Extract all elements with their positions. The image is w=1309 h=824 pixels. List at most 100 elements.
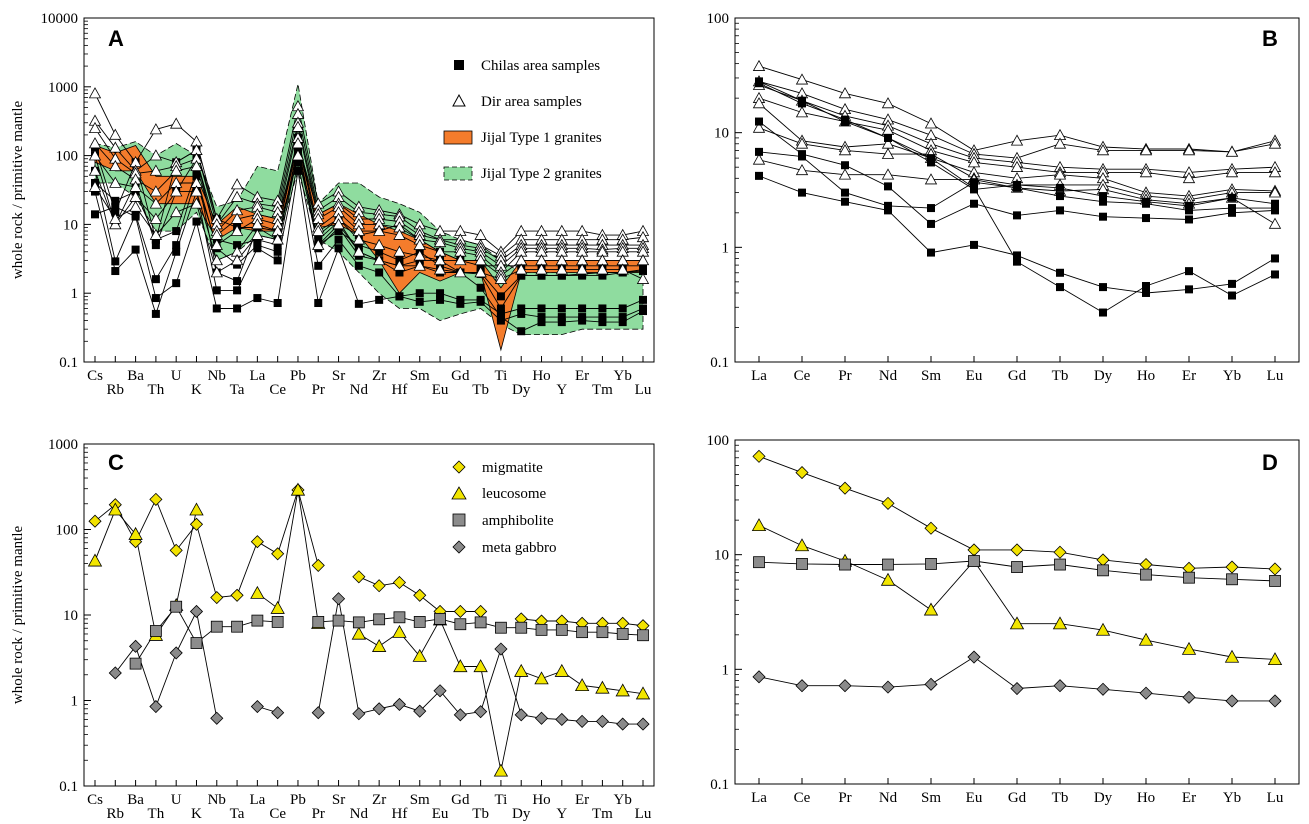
x-tick-label: K (191, 382, 202, 398)
data-point-amphibolite (373, 613, 386, 626)
x-tick-label: Nd (879, 790, 898, 806)
data-point-chilas-9 (1185, 206, 1194, 215)
data-point-dir-0 (838, 87, 852, 99)
data-point-chilas-2 (151, 275, 160, 284)
x-tick-label: Ti (495, 368, 508, 384)
data-point-chilas-5 (476, 283, 485, 292)
data-point-amphibolite (129, 657, 142, 670)
x-tick-label: Pr (312, 806, 325, 822)
x-tick-label: Y (556, 382, 567, 398)
x-tick-label: Sr (332, 368, 345, 384)
data-point-dir-6 (924, 173, 938, 185)
x-tick-label: Eu (966, 790, 983, 806)
data-point-amphibolite (474, 616, 487, 629)
data-point-chilas-11 (755, 79, 764, 88)
data-point-migmatite (616, 616, 630, 630)
x-tick-label: Th (148, 382, 165, 398)
x-tick-label: Sr (332, 792, 345, 808)
legend-label-meta-gabbro: meta gabbro (482, 540, 557, 556)
y-tick-label: 1000 (48, 80, 78, 96)
data-point-dir-6 (881, 168, 895, 180)
data-point-amphibolite (352, 616, 365, 629)
x-tick-label: Ce (269, 382, 286, 398)
y-tick-label: 100 (707, 11, 730, 27)
data-point-chilas-3 (578, 304, 587, 313)
x-tick-label: La (751, 368, 767, 384)
data-point-amphibolite (1054, 558, 1066, 571)
data-point-meta-gabbro (169, 646, 183, 660)
data-point-leucosome (615, 683, 630, 697)
legend-label-leucosome: leucosome (482, 486, 546, 502)
data-point-dir-0 (924, 117, 938, 129)
data-point-leucosome (1224, 649, 1240, 663)
data-point-chilas-4 (334, 244, 343, 253)
data-point-chilas-11 (841, 115, 850, 124)
data-point-dir-12 (190, 197, 203, 209)
data-point-dir-9 (190, 159, 203, 172)
data-point-chilas-11 (1099, 308, 1108, 317)
data-point-dir-12 (575, 263, 589, 275)
data-point-chilas-5 (233, 277, 242, 286)
data-point-dir-5 (881, 147, 895, 159)
panel-b-letter: B (1262, 26, 1278, 51)
data-point-chilas-9 (1142, 199, 1151, 208)
data-point-migmatite (795, 465, 809, 480)
y-tick-label: 1000 (48, 437, 78, 453)
series-line-migmatite (94, 488, 319, 598)
data-point-dir-11 (170, 185, 183, 197)
data-point-dir-12 (129, 200, 142, 212)
panel-c-markers (87, 482, 651, 777)
legend-triangle-yellow-marker (451, 486, 467, 500)
x-tick-label: Yb (614, 792, 632, 808)
data-point-chilas-4 (436, 295, 445, 304)
series-line-meta-gabbro (114, 610, 218, 719)
data-point-chilas-10 (927, 248, 936, 257)
data-point-chilas-4 (131, 212, 140, 221)
data-point-meta-gabbro (555, 712, 569, 727)
data-point-chilas-1 (496, 292, 505, 301)
data-point-dir-12 (616, 263, 629, 275)
data-point-dir-0 (1010, 134, 1024, 146)
y-tick-label: 0.1 (59, 779, 78, 795)
x-tick-label: Lu (635, 382, 652, 398)
legend-square-gray-marker (452, 513, 466, 527)
data-point-chilas-9 (1099, 197, 1108, 206)
data-point-dir-3 (1010, 160, 1024, 172)
x-tick-label: Pb (290, 792, 306, 808)
y-tick-label: 100 (707, 433, 730, 449)
data-point-meta-gabbro (575, 714, 589, 728)
panel-c-ylabel: whole rock / primitive mantle (10, 526, 26, 705)
x-tick-label: Pb (290, 368, 306, 384)
data-point-chilas-10 (1099, 283, 1108, 292)
panel-a-lines (94, 93, 644, 332)
data-point-dir-7 (149, 149, 163, 161)
data-point-chilas-4 (151, 294, 160, 303)
data-point-chilas-5 (578, 316, 587, 325)
data-point-migmatite (474, 604, 488, 619)
data-point-chilas-10 (1271, 254, 1280, 263)
data-point-dir-11 (393, 245, 406, 257)
x-tick-label: Ho (532, 792, 550, 808)
data-point-chilas-8 (1056, 206, 1065, 215)
data-point-migmatite (1053, 545, 1067, 559)
data-point-dir-11 (190, 185, 203, 197)
data-point-chilas-10 (1185, 285, 1194, 294)
data-point-meta-gabbro (1268, 694, 1282, 708)
data-point-meta-gabbro (108, 666, 122, 680)
data-point-amphibolite (1269, 575, 1281, 587)
x-tick-label: Ho (1137, 790, 1155, 806)
data-point-chilas-3 (375, 268, 384, 277)
panel-a-markers (88, 87, 650, 336)
data-point-dir-12 (413, 259, 426, 271)
data-point-chilas-8 (884, 182, 893, 191)
data-point-amphibolite (882, 558, 894, 571)
data-point-amphibolite (434, 613, 446, 625)
legend-square-marker (454, 60, 464, 70)
data-point-dir-11 (312, 224, 325, 236)
data-point-meta-gabbro (453, 708, 467, 722)
data-point-dir-6 (88, 87, 102, 99)
data-point-chilas-10 (1056, 268, 1065, 277)
data-point-amphibolite (753, 556, 765, 569)
data-point-chilas-4 (517, 309, 526, 318)
